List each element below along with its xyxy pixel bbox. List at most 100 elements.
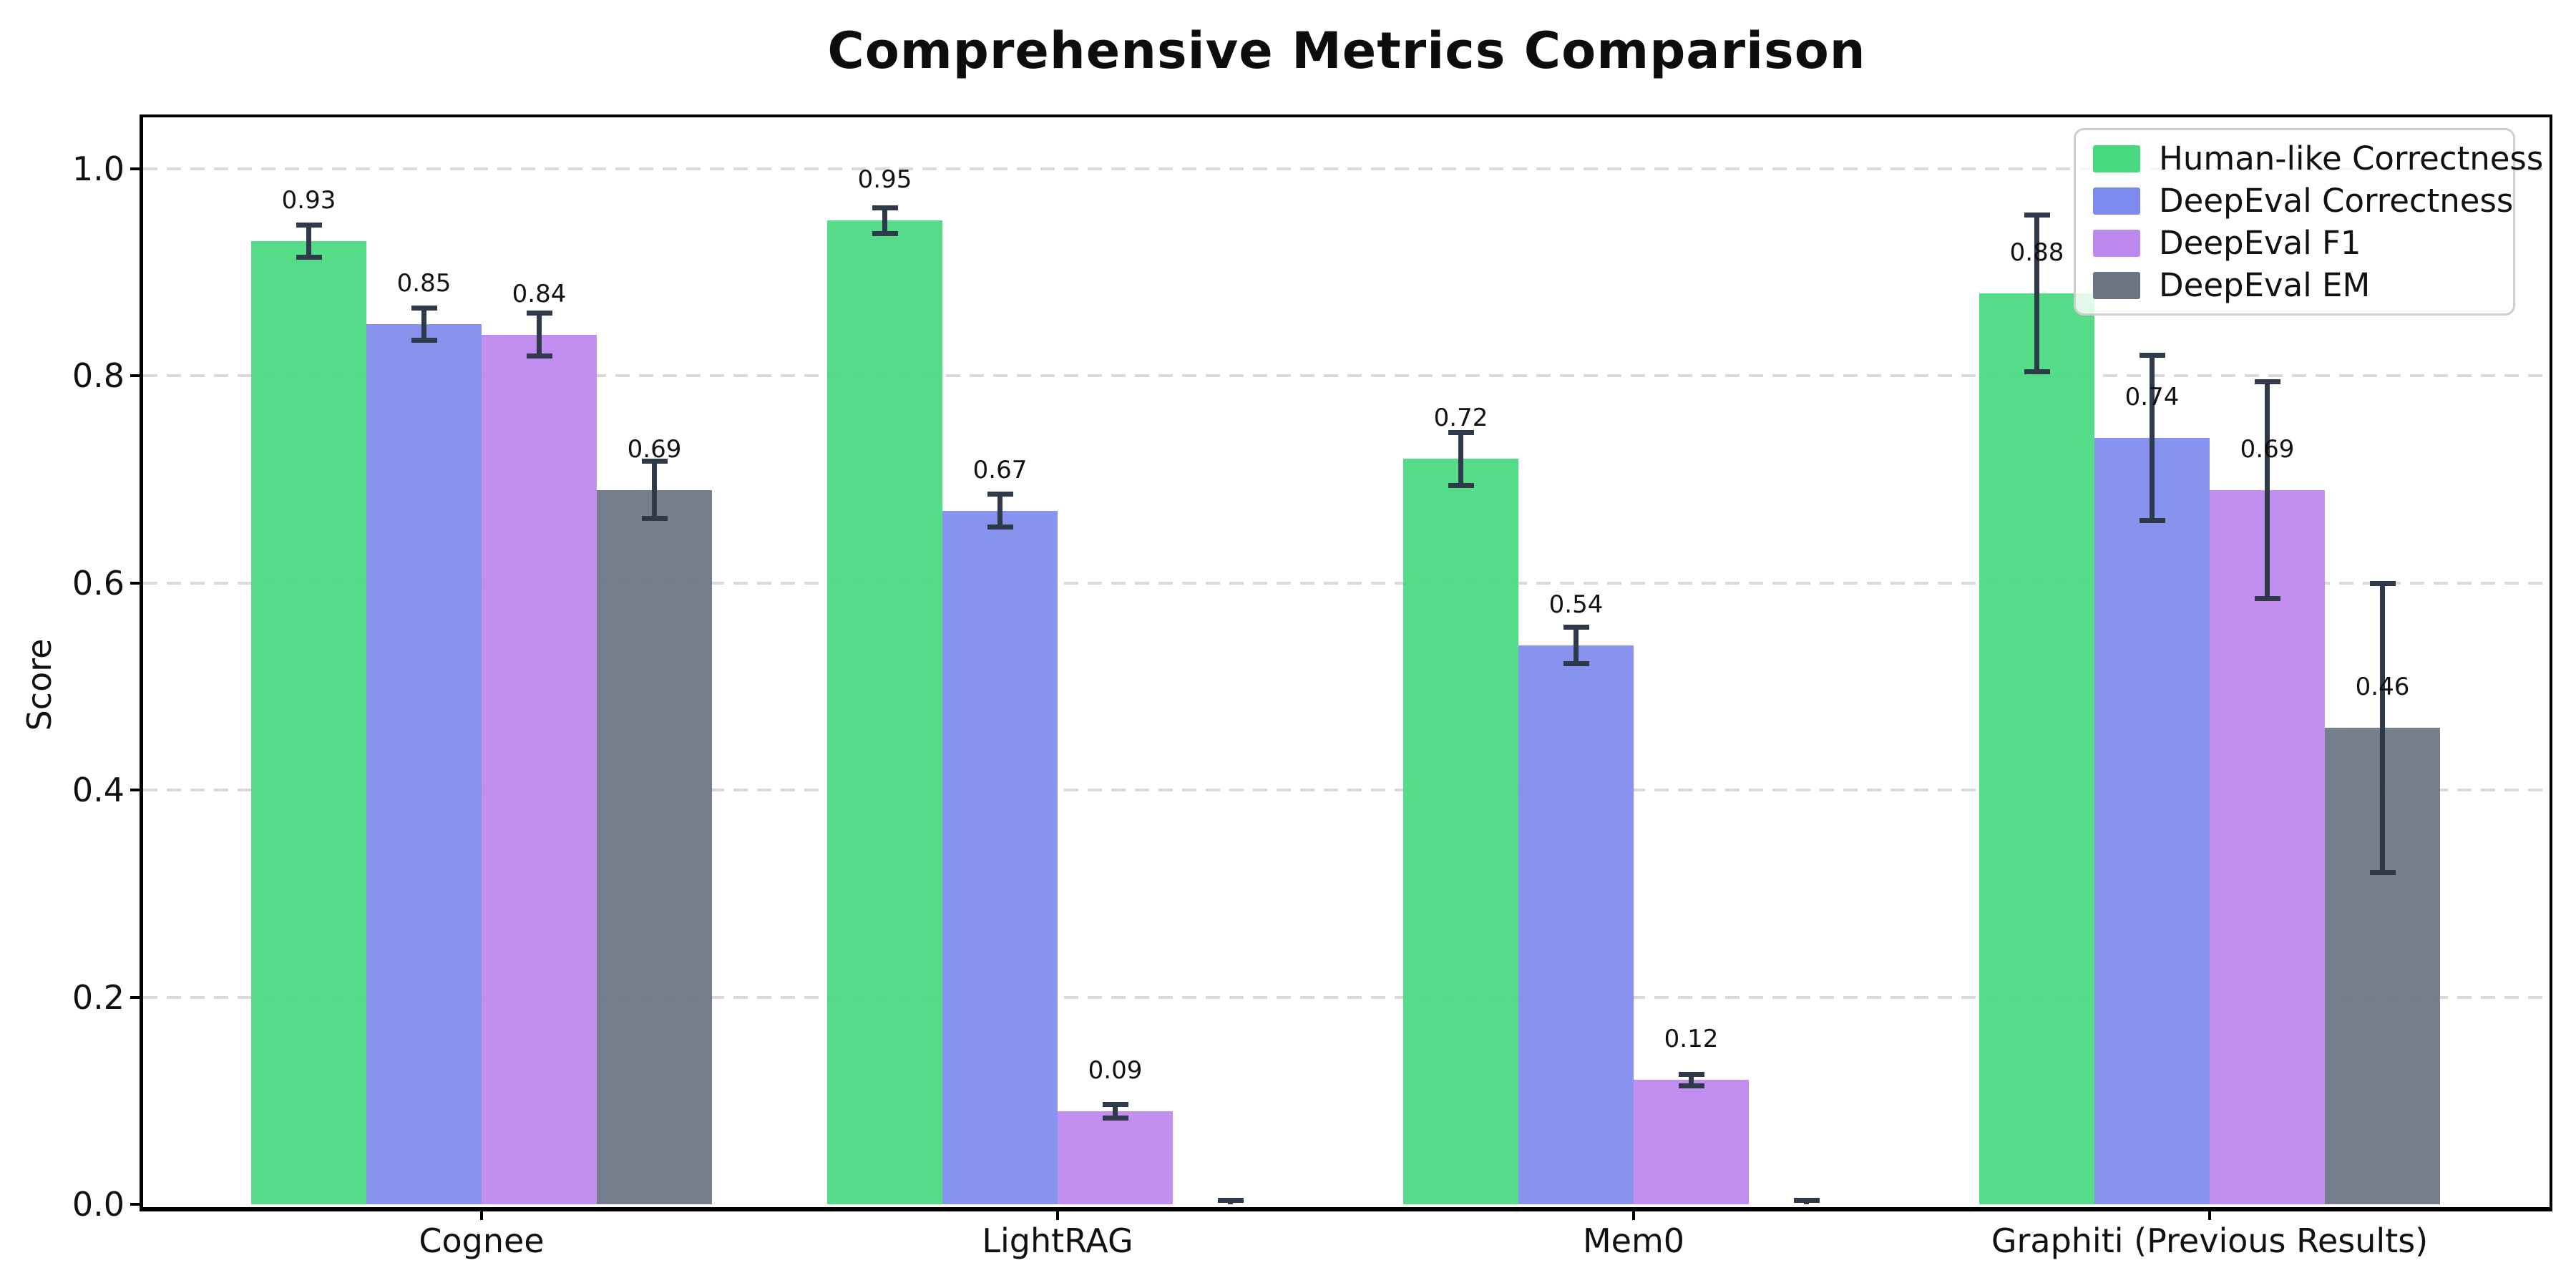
- error-bar-cap-top: [2024, 212, 2050, 218]
- x-tick-mark: [1056, 1209, 1059, 1220]
- bar-human-like-correctness: [251, 241, 366, 1204]
- legend-entry: DeepEval Correctness: [2093, 182, 2513, 220]
- bar-deepeval-correctness: [1518, 645, 1634, 1204]
- legend-label: DeepEval Correctness: [2159, 182, 2514, 220]
- bar-value-label: 0.09: [1088, 1055, 1143, 1085]
- gridline: [143, 167, 2550, 170]
- error-bar-cap-top: [2254, 379, 2280, 384]
- gridline: [143, 789, 2550, 792]
- y-tick-label: 0.8: [72, 356, 125, 396]
- x-tick-label: Mem0: [1582, 1221, 1685, 1260]
- y-tick-mark: [130, 581, 143, 585]
- x-tick-label: Graphiti (Previous Results): [1991, 1221, 2429, 1260]
- y-tick-mark: [130, 167, 143, 170]
- error-bar-line: [2380, 582, 2385, 873]
- x-tick-label: LightRAG: [982, 1221, 1133, 1260]
- legend-entry: DeepEval EM: [2093, 266, 2496, 304]
- y-tick-mark: [130, 1203, 143, 1206]
- gridline: [143, 581, 2550, 585]
- error-bar-cap-bottom: [2024, 369, 2050, 374]
- x-tick-mark: [480, 1209, 483, 1220]
- legend-swatch: [2093, 187, 2140, 215]
- error-bar-line: [537, 313, 542, 356]
- error-bar-cap-top: [987, 492, 1013, 497]
- error-bar-line: [652, 461, 657, 519]
- bar-value-label: 0.95: [857, 165, 912, 195]
- error-bar-cap-bottom: [1678, 1083, 1704, 1089]
- y-tick-mark: [130, 995, 143, 999]
- error-bar-cap-bottom: [1102, 1115, 1128, 1121]
- y-tick-label: 0.2: [72, 977, 125, 1017]
- error-bar-cap-top: [2139, 353, 2165, 358]
- error-bar-cap-top: [1563, 624, 1589, 630]
- bar-human-like-correctness: [827, 220, 942, 1204]
- legend-label: DeepEval EM: [2159, 266, 2371, 304]
- error-bar-cap-top: [1217, 1198, 1244, 1204]
- x-tick-label: Cognee: [419, 1221, 545, 1260]
- bar-human-like-correctness: [1979, 293, 2094, 1204]
- bar-value-label: 0.12: [1664, 1025, 1719, 1054]
- error-bar-cap-top: [1678, 1071, 1704, 1077]
- error-bar-line: [1113, 1103, 1118, 1118]
- chart-title: Comprehensive Metrics Comparison: [827, 21, 1866, 80]
- error-bar-cap-bottom: [296, 255, 322, 260]
- bar-deepeval-correctness: [942, 510, 1058, 1204]
- error-bar-line: [2265, 381, 2270, 599]
- error-bar-line: [1689, 1073, 1694, 1087]
- error-bar-line: [421, 307, 426, 341]
- error-bar-cap-top: [872, 205, 898, 210]
- error-bar-line: [2150, 355, 2155, 521]
- legend-entry: DeepEval F1: [2093, 224, 2496, 262]
- y-tick-label: 0.6: [72, 563, 125, 602]
- legend-entry: Human-like Correctness: [2093, 140, 2543, 177]
- error-bar-cap-top: [1448, 429, 1474, 435]
- bar-value-label: 0.69: [627, 434, 682, 464]
- y-tick-mark: [130, 789, 143, 792]
- legend-label: DeepEval F1: [2159, 224, 2361, 262]
- bar-deepeval-f1: [1058, 1111, 1173, 1204]
- error-bar-cap-bottom: [987, 524, 1013, 530]
- error-bar-cap-top: [2369, 580, 2396, 586]
- legend: Human-like Correctness DeepEval Correctne…: [2074, 128, 2543, 316]
- error-bar-cap-top: [641, 459, 668, 464]
- error-bar-cap-bottom: [2139, 517, 2165, 523]
- bar-value-label: 0.85: [396, 269, 452, 298]
- legend-swatch: [2093, 145, 2140, 172]
- error-bar-cap-bottom: [872, 231, 898, 237]
- bar-value-label: 0.67: [972, 455, 1028, 484]
- bar-deepeval-em: [597, 489, 712, 1204]
- error-bar-line: [306, 225, 311, 258]
- error-bar-line: [882, 207, 887, 235]
- error-bar-line: [997, 494, 1002, 527]
- y-tick-label: 0.0: [72, 1185, 125, 1224]
- bar-value-label: 0.88: [2009, 238, 2064, 267]
- error-bar-cap-bottom: [1448, 482, 1474, 488]
- bar-deepeval-correctness: [2094, 438, 2210, 1204]
- bar-value-label: 0.72: [1433, 404, 1488, 433]
- error-bar-cap-top: [1793, 1198, 1820, 1204]
- gridline: [143, 374, 2550, 378]
- bar-value-label: 0.54: [1548, 590, 1604, 619]
- y-axis-label: Score: [20, 638, 59, 731]
- x-tick-mark: [2208, 1209, 2211, 1220]
- y-tick-mark: [130, 374, 143, 378]
- bar-deepeval-f1: [2210, 489, 2325, 1204]
- error-bar-cap-bottom: [1563, 660, 1589, 666]
- bar-deepeval-correctness: [366, 324, 482, 1204]
- bar-value-label: 0.93: [281, 186, 336, 215]
- bar-deepeval-f1: [482, 334, 597, 1204]
- bar-deepeval-f1: [1634, 1080, 1749, 1204]
- error-bar-line: [1574, 626, 1579, 664]
- y-tick-label: 0.4: [72, 771, 125, 810]
- legend-swatch: [2093, 229, 2140, 257]
- bar-value-label: 0.74: [2124, 383, 2180, 412]
- error-bar-cap-bottom: [411, 338, 437, 343]
- error-bar-cap-top: [296, 223, 322, 228]
- error-bar-cap-bottom: [2254, 595, 2280, 601]
- error-bar-cap-bottom: [2369, 869, 2396, 875]
- error-bar-line: [1458, 431, 1463, 486]
- x-tick-mark: [1632, 1209, 1635, 1220]
- error-bar-line: [2034, 214, 2039, 372]
- legend-label: Human-like Correctness: [2159, 140, 2544, 177]
